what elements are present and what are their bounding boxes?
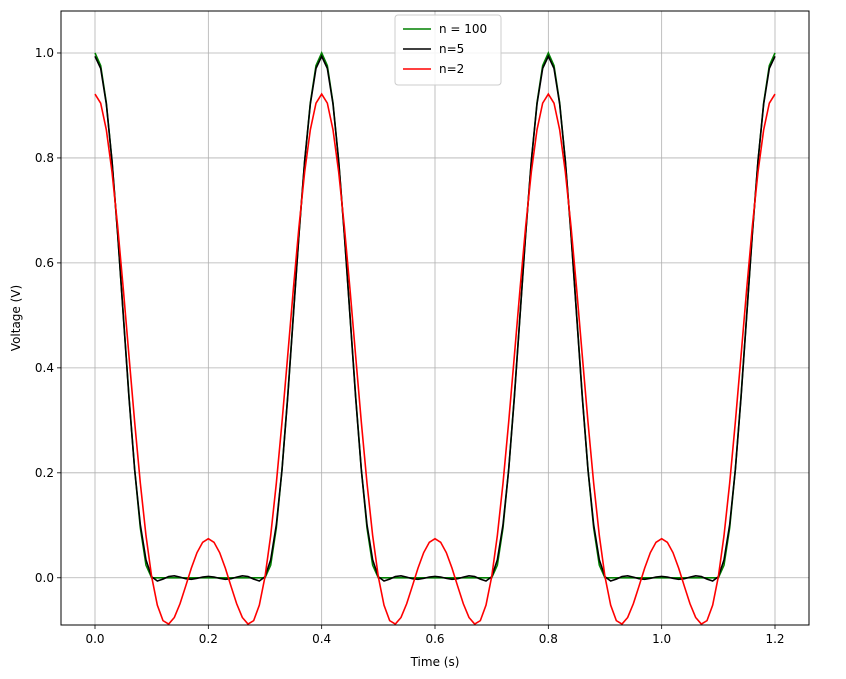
ticks: 0.0 0.2 0.4 0.6 0.8 1.0 1.2 0.0 0.2 0.4 0.6 0.8 1.0 <box>35 46 785 646</box>
legend-box <box>394 14 502 86</box>
series-line-3 <box>94 92 776 626</box>
y-tick-label: 0.2 <box>35 466 54 480</box>
legend-label-2: n=5 <box>439 42 464 56</box>
y-axis-label: Voltage (V) <box>9 285 23 351</box>
legend-label-3: n=2 <box>439 62 464 76</box>
series-line-1 <box>94 51 776 579</box>
x-tick-label: 1.2 <box>765 632 784 646</box>
x-axis-label: Time (s) <box>410 655 460 669</box>
x-tick-label: 0.6 <box>425 632 444 646</box>
x-tick-label: 0.2 <box>199 632 218 646</box>
series-layer <box>94 51 776 626</box>
y-tick-label: 1.0 <box>35 46 54 60</box>
x-tick-label: 0.8 <box>539 632 558 646</box>
grid <box>61 11 809 625</box>
y-tick-label: 0.4 <box>35 361 54 375</box>
legend: n = 100 n=5 n=2 <box>394 14 502 86</box>
legend-label-1: n = 100 <box>439 22 487 36</box>
series-line-2 <box>94 54 776 582</box>
y-tick-label: 0.8 <box>35 151 54 165</box>
x-tick-label: 0.4 <box>312 632 331 646</box>
y-tick-label: 0.0 <box>35 571 54 585</box>
x-tick-label: 1.0 <box>652 632 671 646</box>
x-tick-label: 0.0 <box>85 632 104 646</box>
y-tick-label: 0.6 <box>35 256 54 270</box>
